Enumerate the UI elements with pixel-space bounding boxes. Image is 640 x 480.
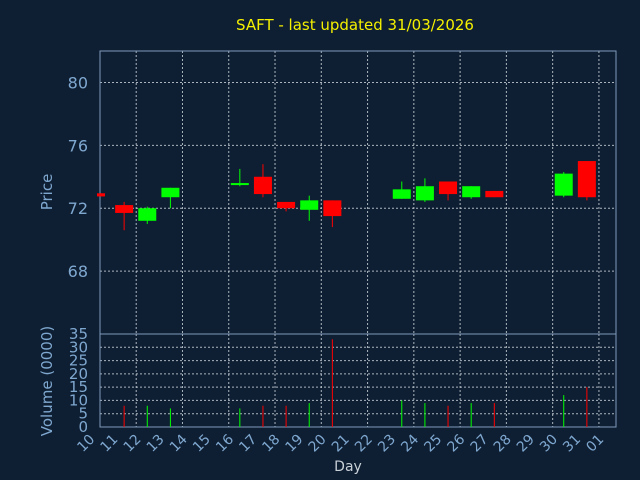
x-tick-label: 17	[236, 432, 260, 456]
candle-body	[138, 208, 157, 221]
volume-panel-frame	[99, 333, 617, 428]
x-tick-label: 27	[468, 432, 492, 456]
price-tick-label: 80	[68, 73, 88, 92]
volume-tick-label: 5	[78, 405, 88, 423]
volume-tick-label: 15	[69, 378, 88, 396]
volume-tick-label: 10	[69, 391, 88, 409]
volume-tick-label: 25	[69, 352, 88, 370]
x-tick-label: 16	[213, 431, 237, 455]
candle-body	[415, 186, 434, 201]
x-tick-label: 22	[352, 432, 376, 456]
price-axis-label: Price	[38, 174, 56, 211]
price-tick-label: 72	[68, 199, 88, 218]
x-tick-label: 31	[560, 432, 584, 456]
volume-tick-label: 35	[69, 325, 88, 343]
volume-tick-label: 0	[78, 418, 88, 436]
candle-body	[230, 183, 249, 186]
x-tick-label: 30	[537, 432, 561, 456]
candle-body	[485, 190, 504, 198]
x-tick-label: 24	[398, 431, 422, 455]
x-tick-label: 19	[283, 432, 307, 456]
volume-gridlines	[100, 334, 616, 427]
chart-title: SAFT - last updated 31/03/2026	[236, 16, 474, 34]
volume-axis-label: Volume (0000)	[38, 326, 56, 436]
candle-body	[462, 186, 481, 198]
x-axis-label: Day	[334, 459, 362, 475]
volume-tick-label: 20	[69, 365, 88, 383]
candle-body	[277, 201, 296, 209]
candle-body	[323, 200, 342, 217]
x-tick-label: 25	[421, 432, 445, 456]
candle-body	[392, 189, 411, 199]
x-tick-labels: 10 11 12 13 14 15 16 17 18 19 20 21 22 23 24 25 26 27 28 29…	[74, 431, 607, 455]
x-tick-label: 15	[190, 432, 214, 456]
candlesticks	[97, 161, 596, 231]
candle-body	[439, 181, 458, 195]
candle-body	[300, 200, 319, 210]
candle-body	[253, 176, 272, 195]
x-tick-label: 23	[375, 432, 399, 456]
price-tick-label: 68	[68, 262, 88, 281]
x-tick-label: 11	[97, 432, 121, 456]
price-gridlines	[100, 51, 616, 334]
x-tick-label: 13	[144, 432, 168, 456]
candle-body	[161, 187, 180, 198]
candle-body	[577, 161, 596, 198]
x-tick-label: 18	[259, 432, 283, 456]
x-tick-label: 29	[514, 432, 538, 456]
x-tick-label: 26	[445, 431, 469, 455]
volume-bars	[123, 339, 588, 427]
price-tick-label: 76	[68, 136, 88, 155]
x-tick-label: 20	[306, 432, 330, 456]
x-tick-label: 21	[329, 432, 353, 456]
candle-body	[97, 193, 105, 197]
candle-body	[554, 173, 573, 196]
price-tick-labels: 68 72 76 80	[68, 73, 88, 281]
x-tick-label: 01	[583, 432, 607, 456]
candle-body	[115, 205, 134, 213]
x-tick-label: 28	[491, 432, 515, 456]
x-tick-label: 14	[167, 431, 191, 455]
volume-tick-label: 30	[69, 338, 88, 356]
x-tick-label: 12	[121, 432, 145, 456]
